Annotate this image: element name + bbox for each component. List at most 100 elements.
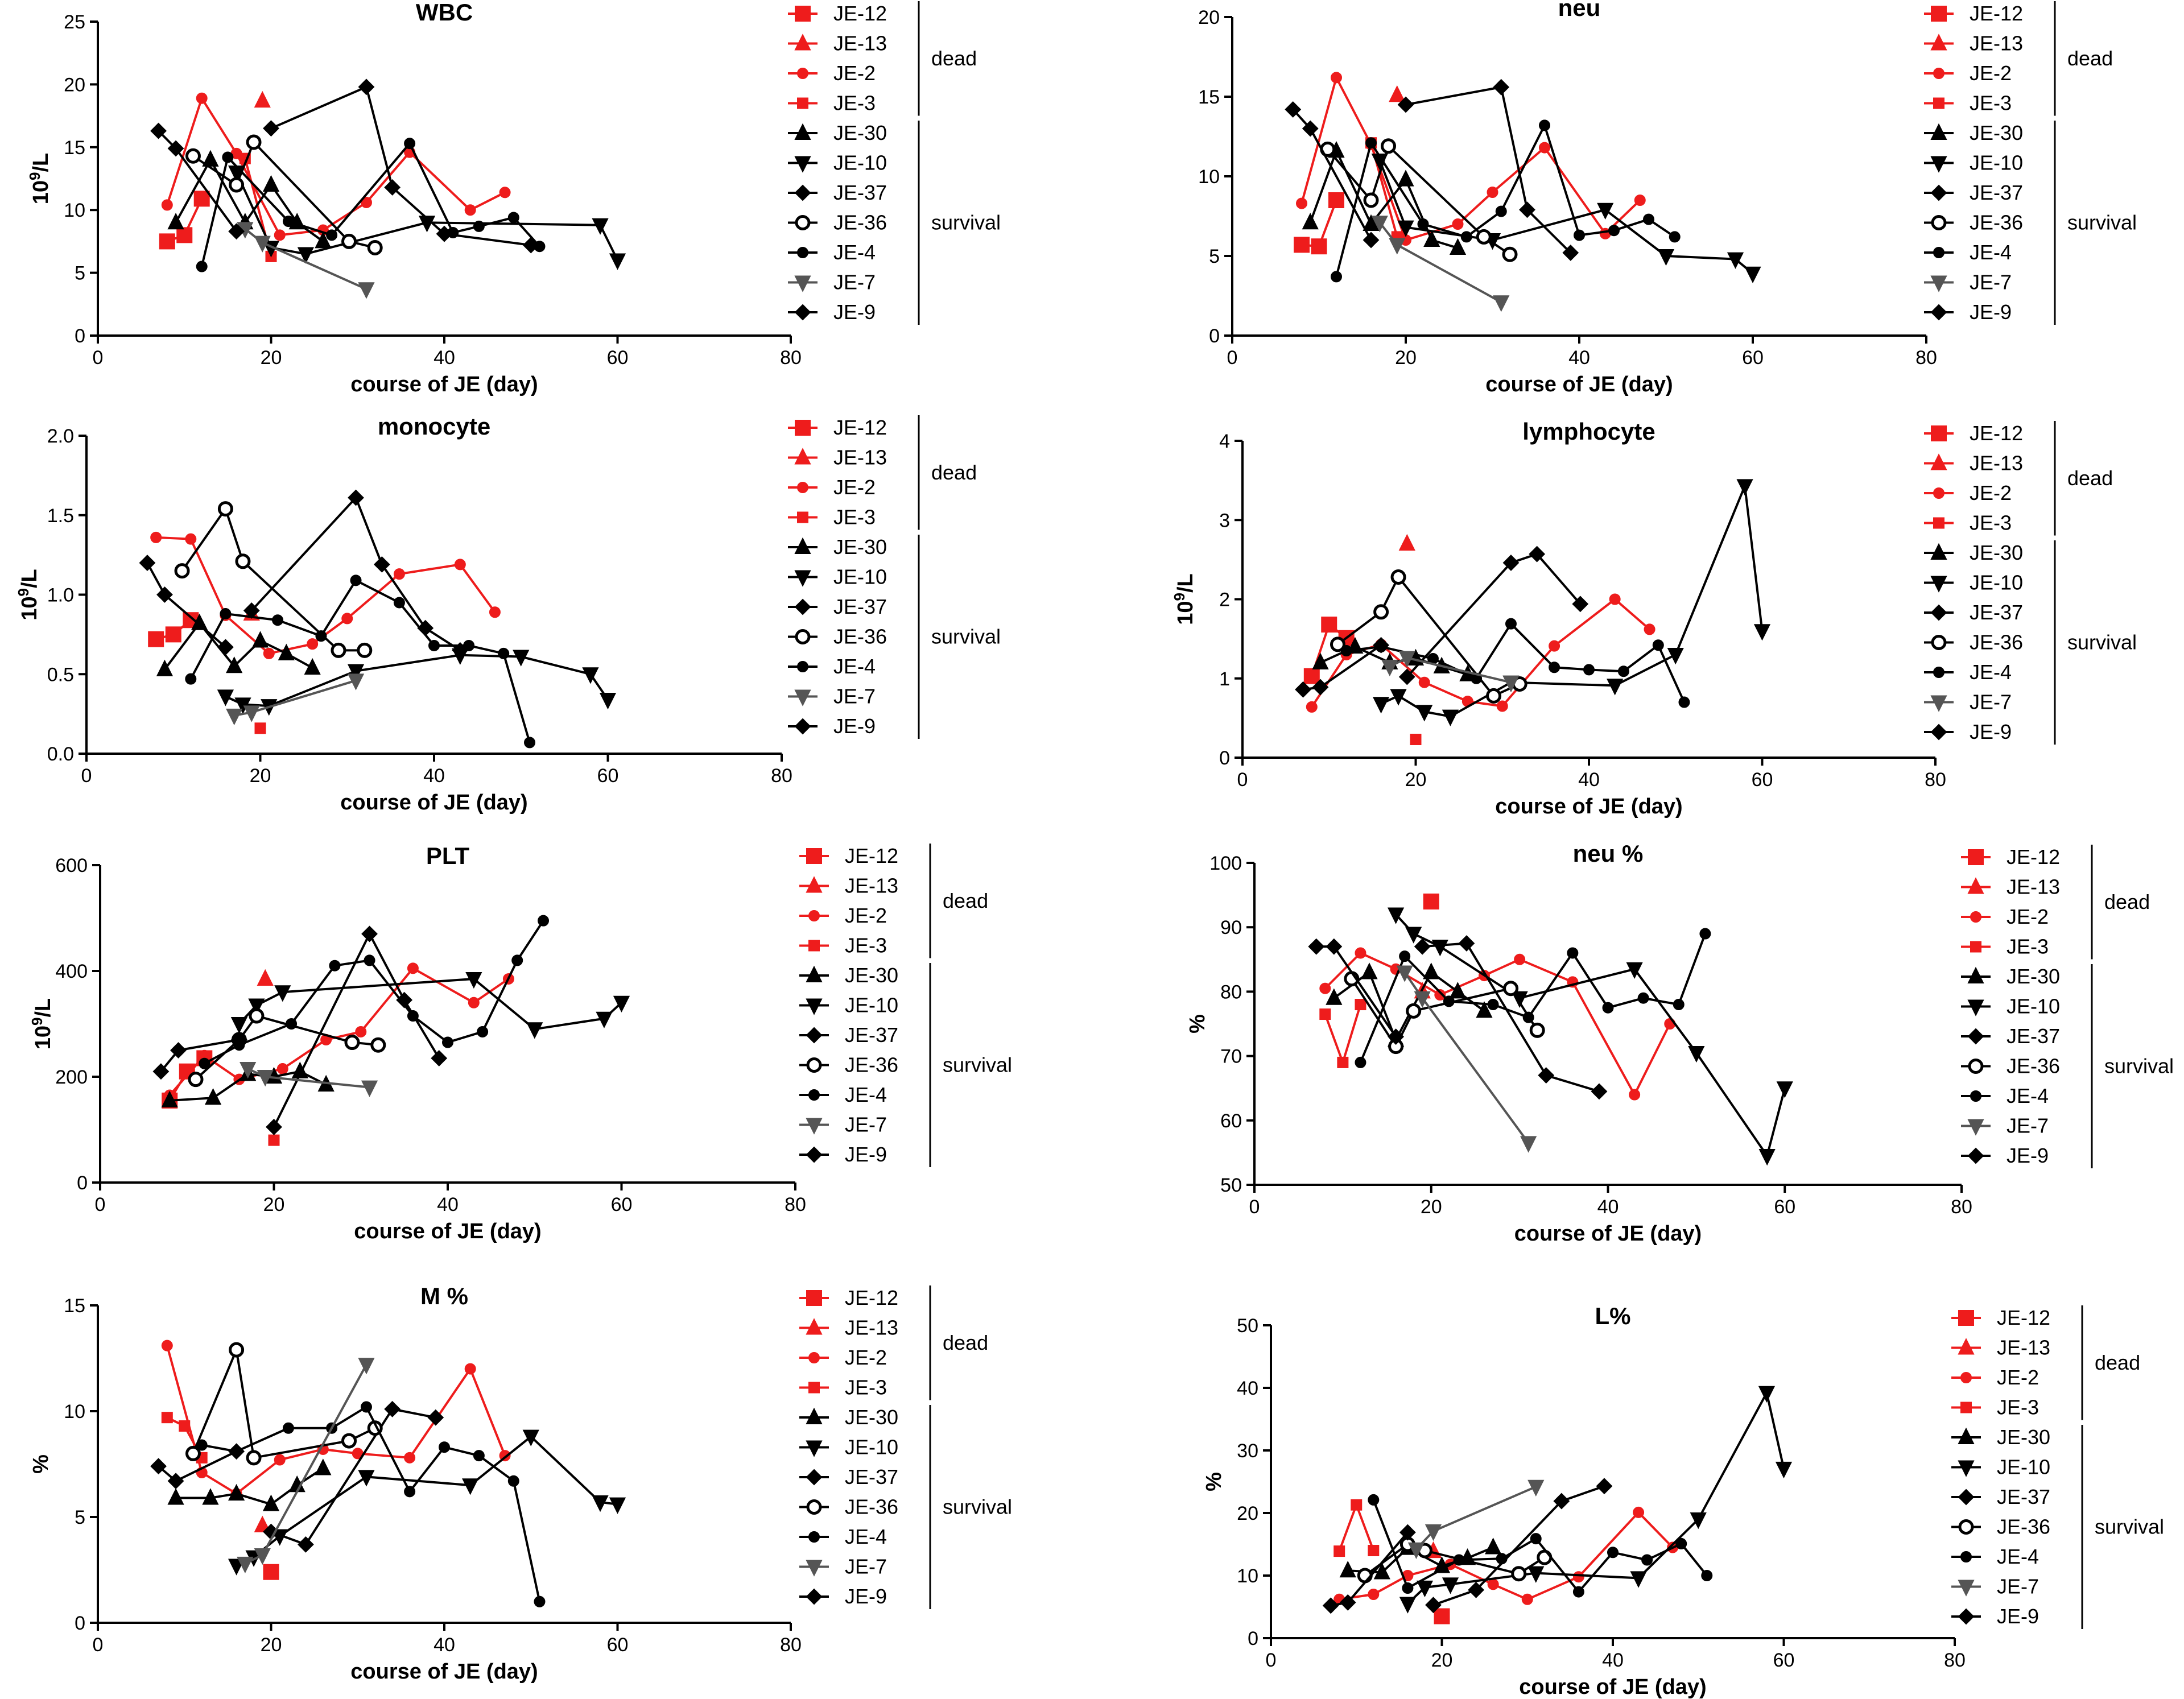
x-tick-label: 60 <box>1742 347 1764 369</box>
data-point <box>341 233 357 249</box>
y-tick-label: 30 <box>1237 1440 1258 1462</box>
series-JE-3 <box>1333 1499 1380 1557</box>
data-point <box>185 148 201 164</box>
series-JE-36 <box>1344 971 1545 1055</box>
series-JE-3 <box>1319 999 1366 1068</box>
x-axis-label: course of JE (day) <box>350 1660 538 1684</box>
data-point <box>1597 202 1614 220</box>
legend-label: JE-12 <box>845 844 898 867</box>
legend-marker <box>1930 34 1947 51</box>
legend-label: JE-12 <box>1970 421 2023 445</box>
chart-title: WBC <box>416 0 473 26</box>
data-point <box>1626 962 1643 979</box>
x-axis-label: course of JE (day) <box>1485 373 1673 396</box>
legend-marker <box>806 998 823 1015</box>
data-point <box>1363 214 1380 231</box>
legend-marker <box>1958 1427 1975 1444</box>
legend-label: JE-7 <box>845 1113 887 1136</box>
data-point <box>1758 1149 1776 1166</box>
legend-group-label: dead <box>931 461 977 484</box>
legend-label: JE-7 <box>1997 1575 2039 1598</box>
data-point <box>217 501 233 517</box>
data-point <box>358 78 375 96</box>
data-point <box>1449 982 1466 999</box>
y-tick-label: 15 <box>64 1295 85 1317</box>
legend-label: JE-12 <box>1997 1306 2050 1329</box>
series-JE-13 <box>254 90 271 108</box>
data-point <box>139 555 156 572</box>
data-point <box>344 1035 360 1051</box>
data-point <box>1381 138 1396 154</box>
legend-marker <box>1967 999 1984 1016</box>
data-point <box>1487 187 1498 198</box>
data-point <box>439 1441 450 1453</box>
data-point <box>407 1010 419 1022</box>
x-axis-label: course of JE (day) <box>350 373 538 396</box>
legend-label: JE-2 <box>833 61 876 85</box>
legend-marker <box>1958 1519 1974 1535</box>
data-point <box>1312 652 1329 669</box>
legend-marker <box>1930 123 1947 140</box>
x-tick-label: 60 <box>1773 1650 1795 1671</box>
legend: JE-12 JE-13 JE-2 JE-3 JE-30 JE-10 JE-37 JE-36 JE… <box>1961 845 2174 1168</box>
data-point <box>1521 1593 1533 1605</box>
data-point <box>609 1497 626 1514</box>
legend-marker <box>1970 941 1981 953</box>
data-point <box>393 568 405 580</box>
data-point <box>1294 237 1310 253</box>
legend-group-label: survival <box>2067 631 2137 654</box>
legend-marker <box>794 156 811 173</box>
data-point <box>1397 220 1414 237</box>
data-point <box>1496 1553 1508 1565</box>
series-line <box>201 1405 541 1602</box>
data-point <box>464 1363 476 1375</box>
data-point <box>1416 1580 1434 1598</box>
data-point <box>254 1548 271 1565</box>
legend-label: JE-12 <box>845 1286 898 1309</box>
legend-marker <box>1930 156 1947 173</box>
legend-label: JE-2 <box>845 1346 887 1369</box>
data-point <box>196 261 208 272</box>
legend-marker <box>806 1407 823 1424</box>
x-tick-label: 0 <box>1266 1650 1277 1671</box>
legend-label: JE-4 <box>2007 1084 2049 1107</box>
y-tick-label: 20 <box>1198 7 1220 28</box>
data-point <box>1583 664 1595 676</box>
data-point <box>599 692 617 710</box>
series-line <box>166 95 506 237</box>
legend-marker <box>806 1146 823 1163</box>
data-point <box>534 241 546 253</box>
x-axis-label: course of JE (day) <box>1514 1222 1702 1246</box>
series-line <box>225 654 609 708</box>
data-point <box>513 650 530 667</box>
series-JE-9 <box>1322 1524 1416 1614</box>
y-tick-label: 0.5 <box>47 664 74 685</box>
data-point <box>1486 688 1502 704</box>
data-point <box>1468 1581 1485 1598</box>
y-axis-label: % <box>1186 1014 1209 1034</box>
data-point <box>1328 192 1344 208</box>
y-tick-label: 90 <box>1220 917 1242 939</box>
legend-marker <box>794 570 811 587</box>
data-point <box>193 191 210 207</box>
data-point <box>361 925 378 942</box>
data-point <box>1669 231 1681 243</box>
legend: JE-12 JE-13 JE-2 JE-3 JE-30 JE-10 JE-37 JE-36 JE… <box>799 1285 1012 1609</box>
data-point <box>1330 636 1345 652</box>
legend-marker <box>794 184 811 201</box>
x-tick-label: 0 <box>95 1194 106 1216</box>
series-JE-37 <box>243 489 469 659</box>
legend-label: JE-3 <box>1997 1396 2039 1419</box>
legend-marker <box>1930 604 1947 621</box>
data-point <box>167 213 184 230</box>
data-point <box>1493 78 1510 96</box>
data-point <box>185 673 197 685</box>
chart-title: L% <box>1595 1303 1631 1329</box>
data-point <box>524 737 536 749</box>
legend-label: JE-7 <box>1970 271 2012 294</box>
legend-label: JE-30 <box>1970 121 2023 144</box>
data-point <box>152 1063 170 1080</box>
legend-marker <box>1930 576 1947 593</box>
legend-label: JE-13 <box>1970 452 2023 475</box>
